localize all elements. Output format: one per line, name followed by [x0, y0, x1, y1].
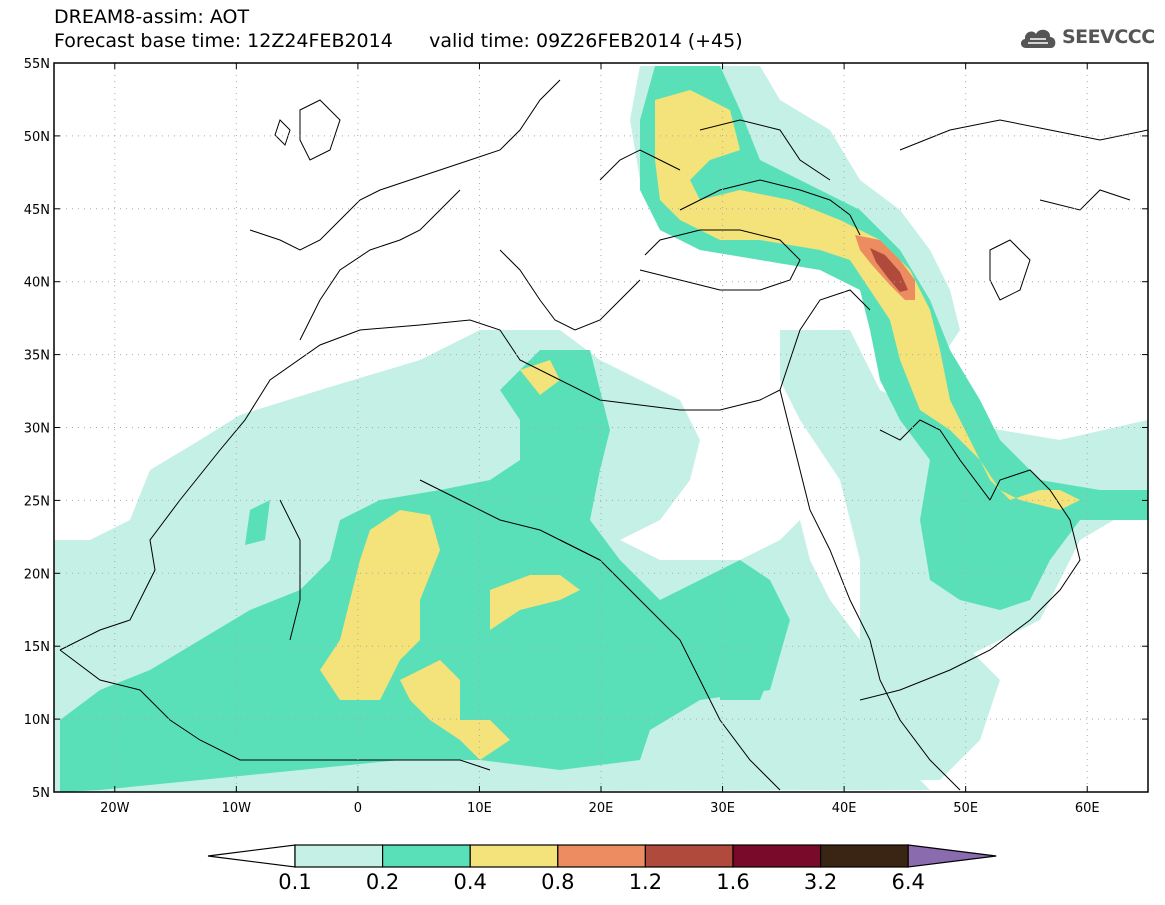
- colorbar-swatch: [819, 844, 909, 868]
- colorbar-swatch: [382, 844, 471, 868]
- lon-label: 20E: [589, 801, 614, 816]
- colorbar-label: 0.1: [278, 870, 311, 894]
- colorbar-swatch: [557, 844, 646, 868]
- map-title: DREAM8-assim: AOT: [54, 6, 250, 28]
- colorbar-swatch: [644, 844, 734, 868]
- colorbar-label: 3.2: [804, 870, 837, 894]
- colorbar-swatch: [732, 844, 822, 868]
- graticule: [54, 63, 1148, 792]
- lat-label: 10N: [24, 713, 50, 728]
- base-time-label: Forecast base time: 12Z24FEB2014: [54, 30, 393, 52]
- colorbar-label: 1.6: [716, 870, 749, 894]
- aot-field-1.2: [870, 248, 908, 292]
- colorbar-swatch: [469, 844, 559, 868]
- lat-label: 30N: [24, 422, 50, 437]
- valid-time-label: valid time: 09Z26FEB2014 (+45): [429, 30, 743, 52]
- colorbar-label: 1.2: [629, 870, 662, 894]
- lon-label: 40E: [832, 801, 857, 816]
- lat-label: 15N: [24, 640, 50, 655]
- lat-label: 40N: [24, 276, 50, 291]
- lat-label: 45N: [24, 203, 50, 218]
- aot-field-0.4: [320, 90, 1080, 760]
- colorbar: 0.1 0.2 0.4 0.8 1.2 1.6 3.2 6.4: [207, 844, 997, 894]
- lon-label: 0: [354, 801, 362, 816]
- seevccc-logo: SEEVCCC: [1018, 24, 1155, 50]
- colorbar-label: 0.4: [453, 870, 486, 894]
- cloud-icon: [1020, 29, 1056, 48]
- lat-label: 55N: [24, 57, 50, 72]
- colorbar-left-arrow: [207, 844, 296, 868]
- lon-label: 10E: [467, 801, 492, 816]
- logo-text: SEEVCCC: [1062, 26, 1155, 48]
- colorbar-swatch: [294, 844, 384, 868]
- lat-label: 35N: [24, 349, 50, 364]
- lon-label: 60E: [1075, 801, 1100, 816]
- colorbar-label: 6.4: [891, 870, 924, 894]
- lon-axis: 20W 10W 0 10E 20E 30E 40E 50E 60E: [100, 63, 1100, 816]
- lon-label: 50E: [953, 801, 978, 816]
- time-info: Forecast base time: 12Z24FEB2014 valid t…: [54, 30, 743, 52]
- lon-label: 30E: [710, 801, 735, 816]
- lat-label: 20N: [24, 567, 50, 582]
- lon-label: 20W: [100, 801, 130, 816]
- lat-label: 50N: [24, 130, 50, 145]
- lat-label: 25N: [24, 494, 50, 509]
- colorbar-label: 0.8: [541, 870, 574, 894]
- lat-label: 5N: [32, 786, 50, 801]
- lon-label: 10W: [222, 801, 252, 816]
- lat-axis: 55N 50N 45N 40N 35N 30N 25N 20N 15N 10N 5N: [24, 57, 1148, 801]
- coastlines: [59, 79, 1148, 791]
- colorbar-right-arrow: [907, 844, 997, 868]
- colorbar-label: 0.2: [366, 870, 399, 894]
